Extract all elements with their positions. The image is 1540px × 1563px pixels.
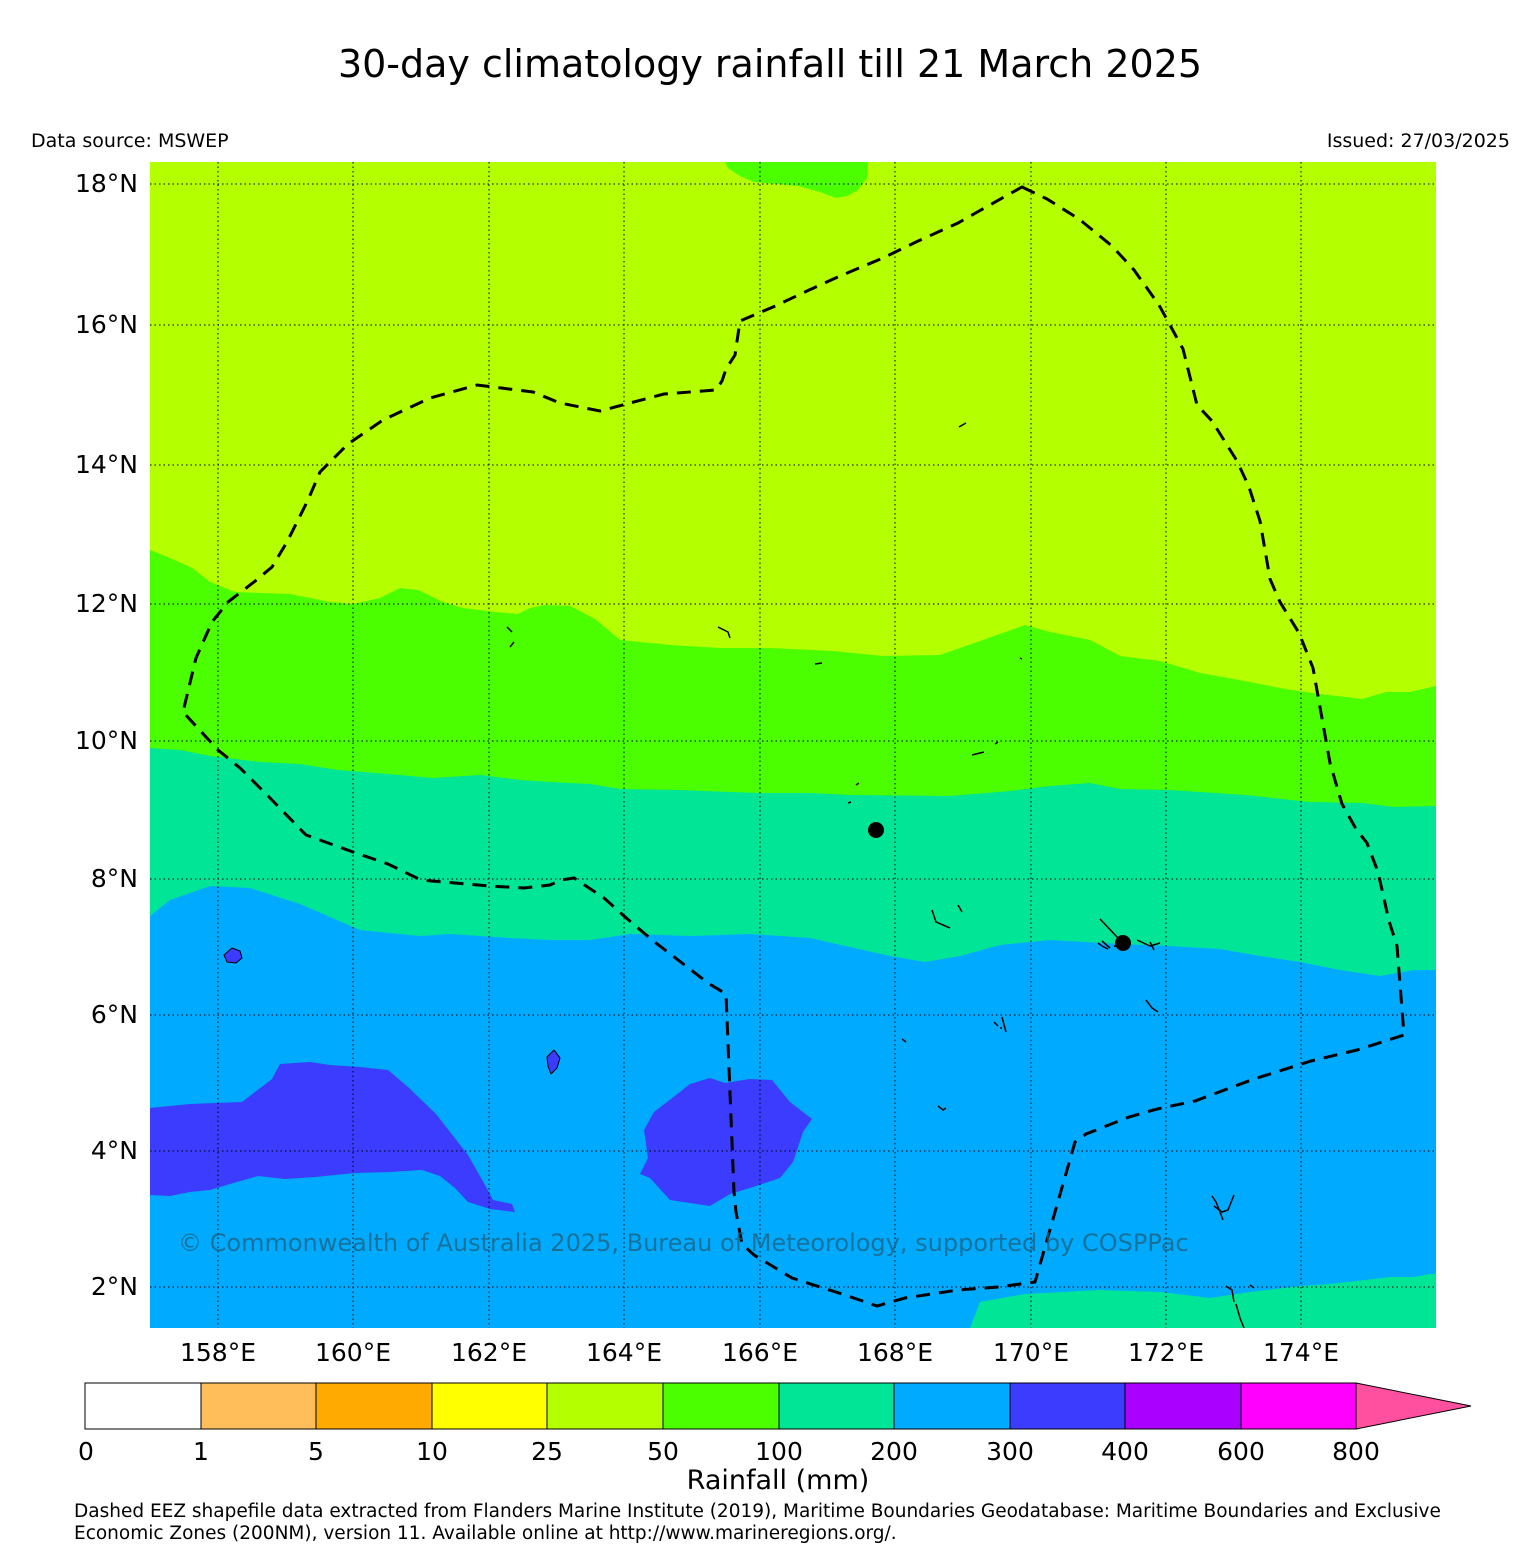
rainfall-map-svg (150, 162, 1436, 1328)
small-cell-158e (223, 947, 243, 964)
colorbar-segment (1240, 1382, 1357, 1430)
colorbar-segment (546, 1382, 664, 1430)
chart-title: 30-day climatology rainfall till 21 Marc… (337, 42, 1203, 86)
colorbar-segment (893, 1382, 1011, 1430)
colorbar-tick-label: 50 (647, 1437, 679, 1466)
copyright-watermark: © Commonwealth of Australia 2025, Bureau… (178, 1229, 1189, 1257)
lat-tick-label: 8°N (90, 864, 138, 893)
colorbar-tick-label: 200 (870, 1437, 918, 1466)
colorbar-tick-label: 600 (1217, 1437, 1265, 1466)
station-marker (1115, 935, 1131, 951)
small-cell-163e (546, 1049, 561, 1075)
lat-tick-label: 18°N (74, 169, 138, 198)
colorbar-tick-label: 25 (531, 1437, 563, 1466)
colorbar-tick-label: 300 (986, 1437, 1034, 1466)
colorbar-tick-label: 1 (193, 1437, 209, 1466)
colorbar-segment (1124, 1382, 1242, 1430)
lon-tick-label: 164°E (585, 1338, 663, 1367)
colorbar (84, 1382, 1472, 1430)
lon-tick-label: 168°E (856, 1338, 934, 1367)
lat-tick-label: 10°N (74, 726, 138, 755)
colorbar-tick-label: 800 (1332, 1437, 1380, 1466)
lon-tick-label: 162°E (450, 1338, 528, 1367)
colorbar-tick-label: 400 (1101, 1437, 1149, 1466)
zone-300-400-west (150, 1062, 515, 1212)
zone-50-100-north-patch (725, 162, 868, 198)
lat-tick-label: 4°N (90, 1136, 138, 1165)
colorbar-segment (662, 1382, 780, 1430)
lon-tick-label: 166°E (721, 1338, 799, 1367)
lon-tick-label: 172°E (1127, 1338, 1205, 1367)
footnote-text: Dashed EEZ shapefile data extracted from… (74, 1501, 1441, 1544)
data-source-text: Data source: MSWEP (31, 130, 229, 152)
lon-tick-label: 174°E (1262, 1338, 1340, 1367)
lat-tick-label: 16°N (74, 310, 138, 339)
colorbar-axis-label: Rainfall (mm) (686, 1465, 870, 1496)
lat-tick-label: 6°N (90, 1000, 138, 1029)
colorbar-segment (315, 1382, 433, 1430)
colorbar-segment (84, 1382, 202, 1430)
graticule (150, 162, 1436, 1328)
colorbar-tick-label: 5 (308, 1437, 324, 1466)
lon-tick-label: 160°E (314, 1338, 392, 1367)
colorbar-extend-arrow (1355, 1382, 1472, 1430)
lat-tick-label: 14°N (74, 450, 138, 479)
zone-300-400-east (640, 1078, 812, 1206)
colorbar-tick-label: 0 (78, 1437, 94, 1466)
station-marker (868, 822, 884, 838)
lat-tick-label: 2°N (90, 1272, 138, 1301)
colorbar-tick-label: 10 (416, 1437, 448, 1466)
rainfall-map (150, 162, 1436, 1328)
colorbar-segment (431, 1382, 548, 1430)
colorbar-tick-label: 100 (755, 1437, 803, 1466)
colorbar-segment (1009, 1382, 1126, 1430)
lon-tick-label: 158°E (179, 1338, 257, 1367)
lon-tick-label: 170°E (992, 1338, 1070, 1367)
zone-100-200-south (970, 1274, 1436, 1328)
colorbar-segment (200, 1382, 317, 1430)
issued-date-text: Issued: 27/03/2025 (1326, 130, 1510, 152)
eez-boundary (181, 185, 1406, 1308)
lat-tick-label: 12°N (74, 589, 138, 618)
colorbar-segment (778, 1382, 895, 1430)
